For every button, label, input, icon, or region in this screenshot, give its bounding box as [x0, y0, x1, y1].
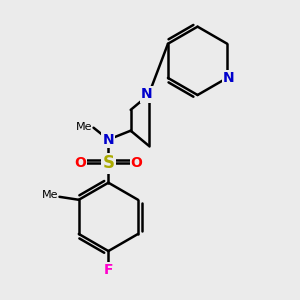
- Text: N: N: [103, 133, 114, 147]
- Text: F: F: [103, 263, 113, 278]
- Text: O: O: [74, 156, 86, 170]
- Text: N: N: [141, 87, 153, 101]
- Text: Me: Me: [76, 122, 92, 132]
- Text: S: S: [102, 154, 114, 172]
- Text: O: O: [131, 156, 142, 170]
- Text: Me: Me: [41, 190, 58, 200]
- Text: N: N: [223, 71, 235, 85]
